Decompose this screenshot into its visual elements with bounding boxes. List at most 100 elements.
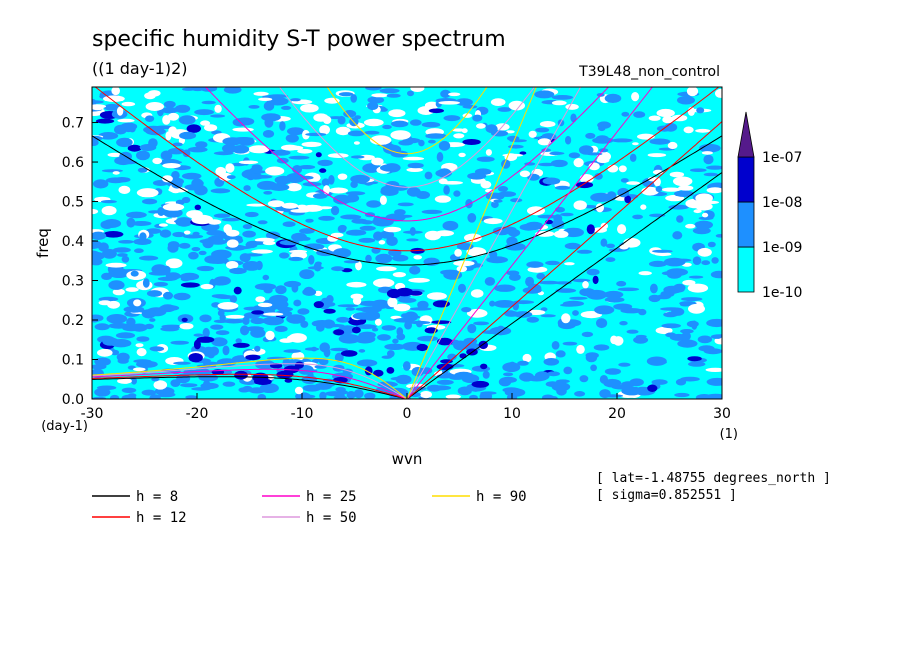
field-patch [111, 87, 120, 96]
field-patch [225, 163, 235, 173]
field-patch [440, 89, 451, 98]
field-patch [715, 234, 722, 238]
field-patch [469, 394, 478, 399]
y-tick-label: 0.4 [62, 234, 84, 250]
field-patch [600, 222, 608, 230]
field-patch [92, 252, 105, 260]
field-patch [335, 387, 346, 392]
field-patch [438, 101, 461, 105]
field-patch [292, 165, 303, 174]
field-patch [497, 107, 512, 112]
field-patch [586, 224, 595, 235]
field-patch [638, 271, 652, 276]
field-patch [254, 345, 261, 352]
field-patch [364, 392, 376, 399]
field-patch [258, 97, 273, 102]
field-patch [421, 209, 443, 214]
field-patch [136, 336, 150, 342]
field-patch [163, 100, 176, 108]
field-patch [498, 191, 517, 197]
field-patch [592, 137, 614, 144]
field-patch [607, 164, 619, 173]
field-patch [585, 132, 596, 139]
field-patch [314, 261, 322, 266]
field-patch [251, 249, 273, 254]
field-patch [232, 127, 254, 132]
field-patch [624, 195, 632, 204]
field-patch [131, 377, 137, 385]
field-patch [383, 226, 402, 233]
field-patch [505, 130, 515, 134]
field-patch [287, 127, 305, 136]
field-patch [705, 367, 722, 372]
field-patch [108, 322, 130, 329]
field-patch [142, 198, 158, 205]
field-patch [553, 230, 569, 238]
field-patch [380, 187, 399, 196]
field-patch [121, 101, 136, 107]
field-patch [338, 92, 354, 97]
field-patch [392, 254, 409, 262]
field-patch [301, 141, 322, 147]
field-patch [196, 336, 215, 343]
rossby-curve-h90 [92, 357, 408, 399]
field-patch [215, 330, 230, 336]
field-patch [380, 164, 401, 172]
field-patch [489, 326, 512, 336]
field-patch [116, 106, 124, 116]
field-patch [646, 356, 667, 366]
field-patch [181, 196, 191, 204]
field-patch [710, 270, 722, 279]
field-patch [203, 380, 211, 388]
field-patch [540, 307, 548, 312]
field-patch [318, 358, 329, 366]
field-patch [248, 105, 260, 109]
field-patch [100, 220, 114, 229]
field-patch [194, 204, 201, 210]
field-patch [454, 371, 474, 379]
field-patch [392, 272, 406, 278]
field-patch [426, 292, 447, 300]
field-patch [606, 243, 615, 249]
field-patch [284, 378, 293, 383]
field-patch [688, 275, 704, 279]
field-patch [410, 87, 425, 92]
legend: h = 8 h = 12 h = 25 h = 50 h = 90 [92, 489, 527, 526]
field-patch [677, 339, 698, 348]
field-patch [161, 324, 183, 329]
field-patch [315, 152, 322, 158]
kelvin-curve-h90 [406, 87, 537, 399]
x-unit-label: (1) [720, 427, 738, 442]
field-patch [551, 382, 571, 392]
field-patch [267, 200, 285, 208]
field-patch [200, 120, 211, 126]
field-patch [356, 359, 378, 367]
kelvin-curve-h12 [406, 121, 722, 399]
field-patch [688, 361, 706, 367]
field-patch [107, 152, 123, 157]
field-patch [240, 325, 250, 336]
field-patch [262, 130, 275, 138]
field-patch [160, 150, 173, 161]
field-patch [621, 111, 630, 117]
field-patch [375, 253, 393, 264]
field-patch [606, 191, 617, 201]
field-patch [489, 300, 496, 307]
spectrum-field [92, 87, 722, 399]
field-patch [232, 342, 250, 348]
field-patch [652, 169, 664, 175]
field-patch [327, 235, 339, 242]
field-patch [135, 343, 144, 348]
field-patch [331, 205, 340, 216]
field-patch [92, 231, 107, 240]
field-patch [600, 238, 608, 247]
field-patch [293, 299, 302, 307]
field-patch [480, 180, 492, 189]
colorbar-segment [737, 156, 755, 203]
field-patch [265, 166, 285, 176]
field-patch [191, 387, 211, 391]
field-patch [153, 282, 168, 287]
field-patch [265, 330, 275, 341]
field-patch [340, 214, 362, 220]
field-patch [259, 383, 279, 393]
